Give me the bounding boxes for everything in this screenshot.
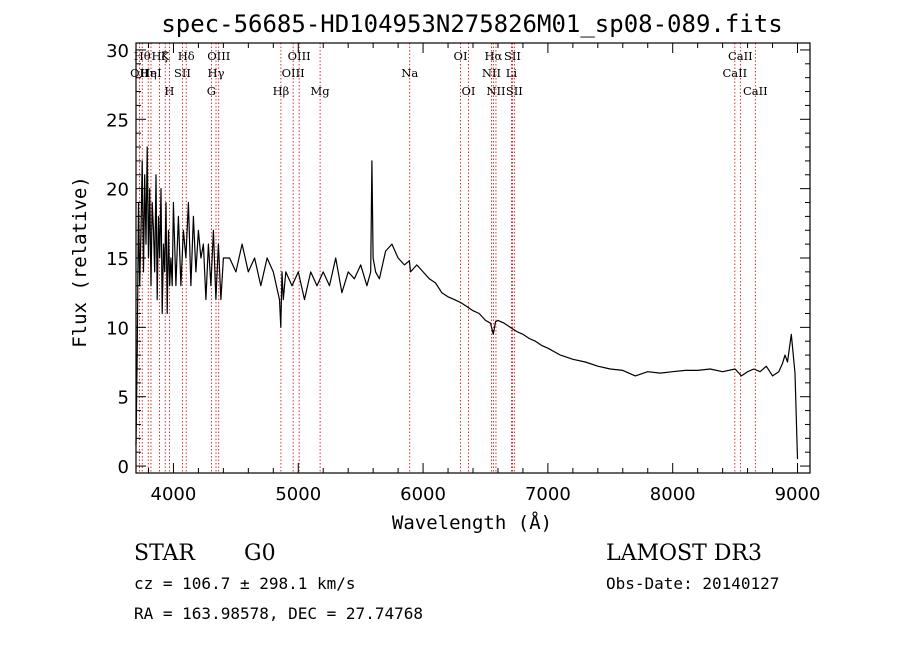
chart-title: spec-56685-HD104953N275826M01_sp08-089.f… — [161, 10, 782, 38]
line-label: H — [164, 84, 174, 98]
spectral-line-labels: OIIHθHηHeIHζKHSIIHδGHγOIIIHβOIIIOIIIMgNa… — [130, 49, 768, 98]
line-label: Hδ — [178, 49, 195, 63]
line-label: Hβ — [273, 84, 290, 98]
line-label: Li — [506, 66, 518, 80]
line-label: Hη — [140, 66, 157, 80]
survey-name: LAMOST DR3 — [606, 541, 762, 566]
y-tick-label: 20 — [106, 180, 129, 201]
line-label: SII — [504, 49, 521, 63]
line-label: SII — [174, 66, 191, 80]
line-label: Hθ — [134, 49, 151, 63]
line-label: NII — [482, 66, 501, 80]
line-label: OI — [462, 84, 476, 98]
line-label: Hα — [484, 49, 502, 63]
x-tick-label: 5000 — [275, 484, 321, 505]
line-label: NII — [486, 84, 505, 98]
x-tick-label: 6000 — [400, 484, 446, 505]
line-label: Na — [401, 66, 418, 80]
line-label: HeI — [140, 66, 161, 80]
line-label: Hγ — [208, 66, 225, 80]
y-tick-label: 15 — [106, 249, 129, 270]
line-label: OIII — [207, 49, 230, 63]
line-label: Mg — [311, 84, 331, 98]
spectrum-line — [135, 146, 799, 460]
coordinates-text: RA = 163.98578, DEC = 27.74768 — [134, 604, 423, 623]
x-tick-label: 4000 — [151, 484, 197, 505]
x-axis-label: Wavelength (Å) — [392, 511, 552, 534]
y-tick-label: 25 — [106, 110, 129, 131]
line-label: OIII — [288, 49, 311, 63]
redshift-text: cz = 106.7 ± 298.1 km/s — [134, 574, 356, 593]
y-tick-label: 30 — [106, 41, 129, 62]
y-tick-label: 10 — [106, 318, 129, 339]
spectral-line-markers — [138, 43, 756, 473]
axis-ticks — [136, 43, 810, 473]
x-tick-label: 8000 — [650, 484, 696, 505]
line-label: OII — [130, 66, 149, 80]
y-tick-label: 0 — [118, 457, 129, 478]
x-tick-label: 7000 — [525, 484, 571, 505]
x-tick-label: 9000 — [775, 484, 821, 505]
line-label: CaII — [728, 49, 753, 63]
plot-frame — [135, 42, 811, 474]
line-label: SII — [506, 84, 523, 98]
line-label: OIII — [282, 66, 305, 80]
line-label: Hζ — [151, 49, 167, 63]
line-label: CaII — [722, 66, 747, 80]
object-subclass: G0 — [244, 541, 276, 566]
object-class: STAR — [134, 541, 196, 566]
line-label: CaII — [743, 84, 768, 98]
axis-tick-labels: 4000 5000 6000 7000 8000 9000 0 5 10 15 20 25 30 — [106, 41, 820, 505]
line-label: OI — [454, 49, 468, 63]
y-axis-label: Flux (relative) — [69, 176, 91, 348]
y-tick-label: 5 — [118, 388, 129, 409]
observation-date: Obs-Date: 20140127 — [606, 574, 779, 593]
line-label: K — [161, 49, 170, 63]
line-label: G — [207, 84, 216, 98]
